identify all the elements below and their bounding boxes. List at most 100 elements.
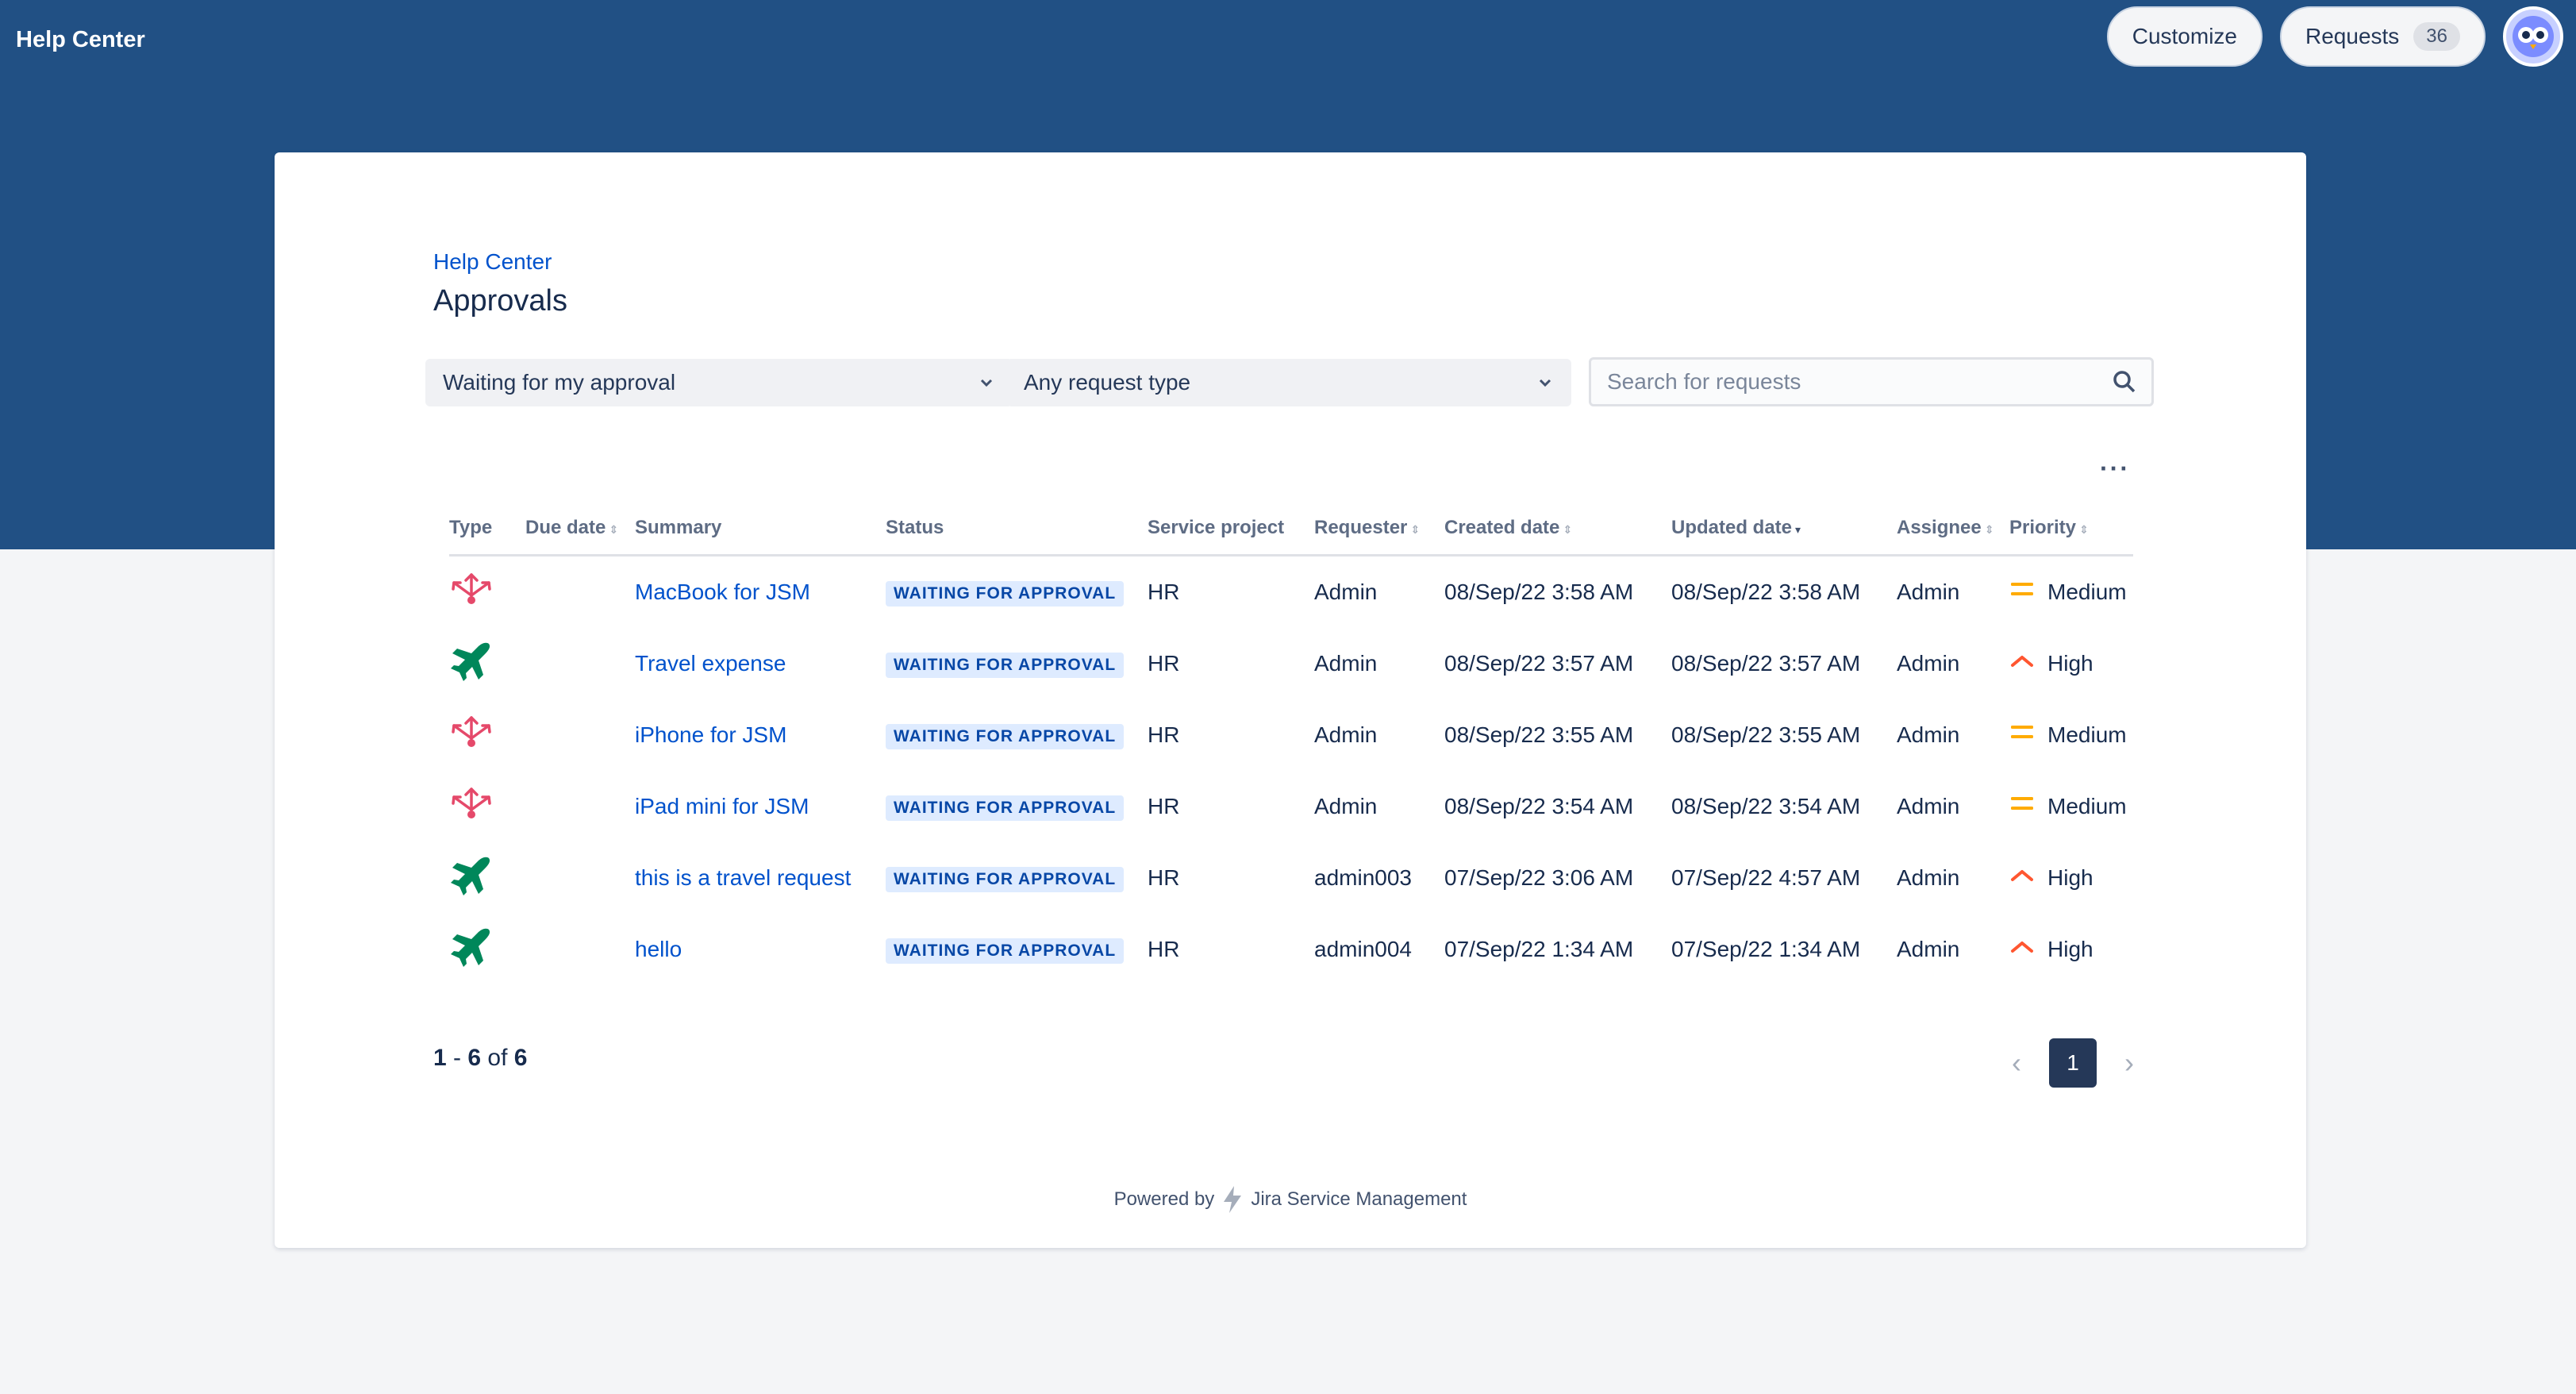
service-project-cell: HR	[1148, 865, 1180, 890]
hardware-request-icon	[449, 572, 494, 613]
col-type: Type	[449, 502, 525, 556]
table-row[interactable]: MacBook for JSM WAITING FOR APPROVAL HR Adm…	[449, 556, 2133, 629]
more-options-icon[interactable]: ···	[2100, 454, 2130, 483]
previous-page-icon[interactable]: ‹	[2012, 1046, 2021, 1079]
status-badge: WAITING FOR APPROVAL	[886, 652, 1125, 678]
request-type-cell	[449, 771, 525, 842]
page-number-button[interactable]: 1	[2049, 1038, 2097, 1088]
lightning-logo-icon	[1224, 1186, 1242, 1213]
col-summary: Summary	[635, 502, 886, 556]
sort-icon: ⇕	[1563, 523, 1573, 536]
summary-cell: hello	[635, 914, 886, 985]
status-cell: WAITING FOR APPROVAL	[886, 842, 1148, 914]
sort-icon: ⇕	[1984, 523, 1994, 536]
col-status: Status	[886, 502, 1148, 556]
summary-cell: Travel expense	[635, 628, 886, 699]
created-date-cell: 08/Sep/22 3:57 AM	[1444, 651, 1634, 676]
request-summary-link[interactable]: this is a travel request	[635, 865, 852, 890]
updated-date-cell: 08/Sep/22 3:57 AM	[1671, 651, 1861, 676]
request-summary-link[interactable]: iPad mini for JSM	[635, 794, 809, 818]
due-date-cell	[525, 556, 635, 629]
assignee-cell: Admin	[1897, 937, 1960, 961]
request-summary-link[interactable]: MacBook for JSM	[635, 580, 810, 604]
status-badge: WAITING FOR APPROVAL	[886, 580, 1125, 607]
table-row[interactable]: iPhone for JSM WAITING FOR APPROVAL HR Admi…	[449, 699, 2133, 771]
table-row[interactable]: Travel expense WAITING FOR APPROVAL HR Admi…	[449, 628, 2133, 699]
due-date-cell	[525, 628, 635, 699]
priority-medium-icon	[2009, 794, 2035, 820]
col-updated-date[interactable]: Updated date ▾	[1671, 502, 1897, 556]
summary-cell: MacBook for JSM	[635, 556, 886, 629]
status-cell: WAITING FOR APPROVAL	[886, 556, 1148, 629]
request-type-cell	[449, 699, 525, 771]
requests-count-badge: 36	[2413, 22, 2460, 51]
requester-cell: Admin	[1314, 722, 1378, 747]
customize-button[interactable]: Customize	[2106, 6, 2263, 67]
search-box[interactable]	[1589, 357, 2154, 406]
status-cell: WAITING FOR APPROVAL	[886, 699, 1148, 771]
due-date-cell	[525, 914, 635, 985]
approval-status-select[interactable]: Waiting for my approval	[425, 359, 1013, 406]
priority-high-icon	[2009, 937, 2035, 963]
request-type-cell	[449, 628, 525, 699]
col-created-date[interactable]: Created date ⇕	[1444, 502, 1671, 556]
status-badge: WAITING FOR APPROVAL	[886, 938, 1125, 964]
help-center-brand[interactable]: Help Center	[16, 27, 145, 52]
request-summary-link[interactable]: Travel expense	[635, 651, 786, 676]
col-priority[interactable]: Priority ⇕	[2009, 502, 2133, 556]
requests-button[interactable]: Requests 36	[2280, 6, 2486, 67]
updated-date-cell: 07/Sep/22 4:57 AM	[1671, 865, 1861, 890]
customize-label: Customize	[2132, 24, 2237, 48]
priority-label: Medium	[2047, 722, 2127, 747]
sort-icon: ⇕	[2079, 523, 2089, 536]
requester-cell: admin003	[1314, 865, 1412, 890]
chevron-down-icon	[980, 379, 993, 387]
next-page-icon[interactable]: ›	[2124, 1046, 2134, 1079]
priority-cell: High	[2009, 914, 2133, 985]
hardware-request-icon	[449, 715, 494, 756]
user-avatar[interactable]	[2503, 6, 2563, 67]
pagination: ‹ 1 ›	[2005, 1038, 2141, 1088]
updated-date-cell: 08/Sep/22 3:55 AM	[1671, 722, 1861, 747]
airplane-icon	[449, 642, 494, 688]
priority-cell: High	[2009, 842, 2133, 914]
chevron-down-icon	[1539, 379, 1551, 387]
requests-table: Type Due date ⇕ Summary Status Service pr…	[449, 502, 2133, 985]
updated-date-cell: 07/Sep/22 1:34 AM	[1671, 937, 1861, 961]
table-row[interactable]: this is a travel request WAITING FOR APPR…	[449, 842, 2133, 914]
col-requester[interactable]: Requester ⇕	[1314, 502, 1444, 556]
request-summary-link[interactable]: iPhone for JSM	[635, 722, 787, 747]
created-date-cell: 08/Sep/22 3:58 AM	[1444, 580, 1634, 604]
created-date-cell: 07/Sep/22 1:34 AM	[1444, 937, 1634, 961]
table-row[interactable]: hello WAITING FOR APPROVAL HR admin004 07/Se…	[449, 914, 2133, 985]
breadcrumb[interactable]: Help Center	[433, 249, 552, 274]
request-type-select[interactable]: Any request type	[1006, 359, 1571, 406]
sort-descending-icon: ▾	[1795, 523, 1801, 536]
summary-cell: iPad mini for JSM	[635, 771, 886, 842]
request-summary-link[interactable]: hello	[635, 937, 682, 961]
due-date-cell	[525, 842, 635, 914]
table-row[interactable]: iPad mini for JSM WAITING FOR APPROVAL HR A…	[449, 771, 2133, 842]
powered-by-footer: Powered by Jira Service Management	[275, 1186, 2306, 1213]
search-icon[interactable]	[2112, 369, 2137, 395]
created-date-cell: 07/Sep/22 3:06 AM	[1444, 865, 1634, 890]
assignee-cell: Admin	[1897, 651, 1960, 676]
priority-high-icon	[2009, 865, 2035, 891]
col-assignee[interactable]: Assignee ⇕	[1897, 502, 2009, 556]
airplane-icon	[449, 928, 494, 974]
priority-label: High	[2047, 651, 2093, 676]
requester-cell: Admin	[1314, 794, 1378, 818]
search-input[interactable]	[1605, 368, 2112, 395]
col-due-date[interactable]: Due date ⇕	[525, 502, 635, 556]
request-type-cell	[449, 914, 525, 985]
service-project-cell: HR	[1148, 722, 1180, 747]
service-project-cell: HR	[1148, 937, 1180, 961]
priority-high-icon	[2009, 651, 2035, 677]
assignee-cell: Admin	[1897, 794, 1960, 818]
priority-medium-icon	[2009, 580, 2035, 606]
priority-label: Medium	[2047, 794, 2127, 818]
hardware-request-icon	[449, 787, 494, 827]
request-type-cell	[449, 556, 525, 629]
table-header-row: Type Due date ⇕ Summary Status Service pr…	[449, 502, 2133, 556]
product-link[interactable]: Jira Service Management	[1251, 1188, 1467, 1210]
